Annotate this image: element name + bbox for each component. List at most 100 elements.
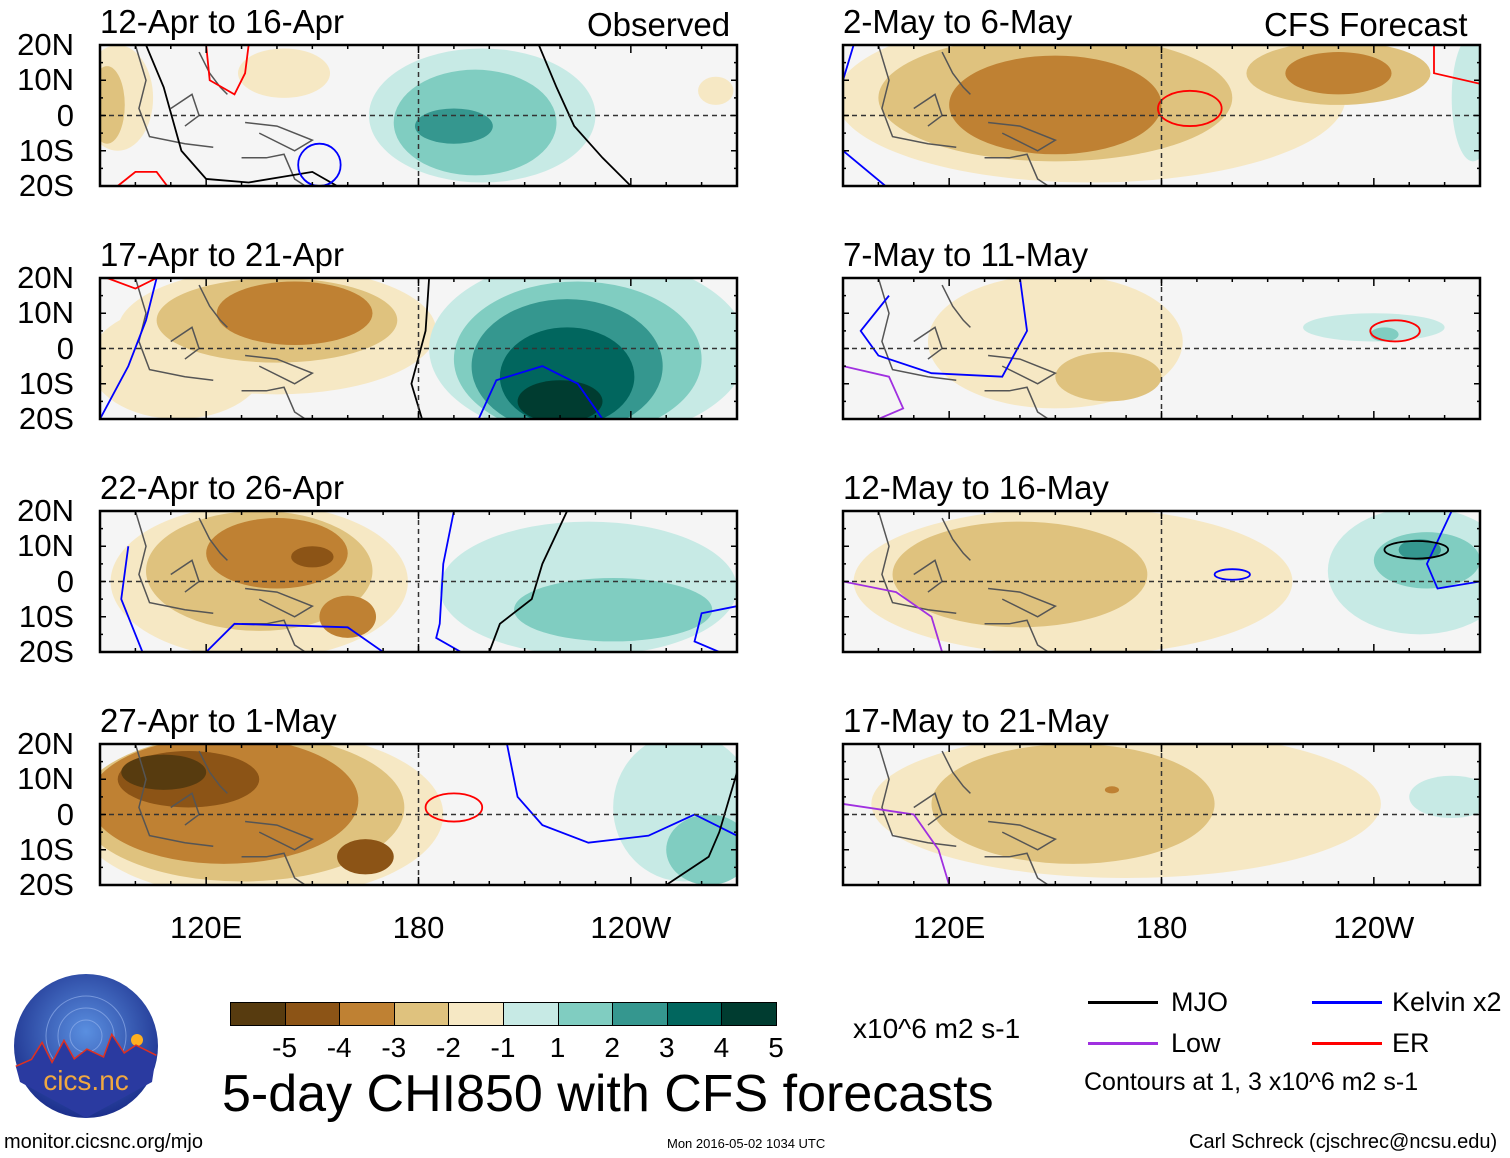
- panel-frame: [98, 43, 739, 188]
- legend-mjo: MJO: [1171, 987, 1228, 1017]
- colorbar-label: 2: [604, 1032, 620, 1063]
- kelvin-contour: [435, 511, 462, 652]
- y-tick-label: 20N: [17, 260, 74, 295]
- coastline: [877, 278, 957, 381]
- map-panel: [841, 509, 1482, 654]
- coastline: [941, 517, 971, 561]
- coastline: [984, 619, 1049, 652]
- source-url[interactable]: monitor.cicsnc.org/mjo: [4, 1131, 203, 1153]
- coastline: [984, 153, 1049, 186]
- kelvin-contour: [1213, 568, 1251, 581]
- legend-low: Low: [1171, 1028, 1221, 1058]
- panel-title: 17-Apr to 21-Apr: [100, 236, 344, 273]
- panel-frame: [841, 43, 1482, 188]
- coastline: [913, 792, 943, 826]
- chi-anomaly-region: [1285, 52, 1392, 95]
- colorbar-label: 4: [713, 1032, 730, 1063]
- legend-mjo-line: [1088, 1001, 1158, 1004]
- chi-anomaly-region: [1303, 313, 1445, 342]
- y-tick-label: 10S: [18, 598, 74, 634]
- panel-frame: [841, 742, 1482, 887]
- y-tick-label: 0: [56, 97, 74, 133]
- chi-anomaly-region: [931, 744, 1215, 864]
- y-tick-label: 10S: [18, 365, 74, 401]
- panel-frame: [98, 276, 739, 421]
- panel-frame: [841, 509, 1482, 654]
- coastline: [941, 750, 971, 794]
- coastline: [941, 51, 971, 95]
- panel-title: 22-Apr to 26-Apr: [100, 469, 344, 506]
- map-panel: [98, 509, 739, 654]
- y-tick-label: 20N: [17, 726, 74, 761]
- chi-anomaly-region: [121, 754, 207, 790]
- colorbar-swatch: [230, 1002, 286, 1026]
- map-panel: [98, 43, 739, 188]
- kelvin-contour: [693, 605, 737, 652]
- coastline: [170, 93, 200, 127]
- coastline: [170, 559, 200, 593]
- colorbar-swatch: [448, 1002, 504, 1026]
- colorbar-label: 5: [768, 1032, 784, 1063]
- colorbar-swatch: [612, 1002, 668, 1026]
- chi-anomaly-region: [1451, 45, 1480, 162]
- kelvin-contour: [205, 622, 384, 652]
- legend-er: ER: [1392, 1028, 1430, 1058]
- y-tick-label: 10N: [17, 528, 74, 564]
- y-tick-label: 20S: [18, 401, 74, 436]
- figure-title: 5-day CHI850 with CFS forecasts: [222, 1065, 994, 1123]
- colorbar-units: x10^6 m2 s-1: [853, 1013, 1021, 1044]
- colorbar-label: -1: [490, 1032, 516, 1063]
- kelvin-contour: [843, 45, 855, 81]
- coastline: [245, 121, 315, 152]
- colorbar-swatch: [339, 1002, 395, 1026]
- colorbar-label: -2: [435, 1032, 461, 1063]
- coastline: [198, 750, 228, 794]
- coastline: [877, 45, 957, 148]
- legend-low-line: [1088, 1042, 1158, 1045]
- chi-anomaly-region: [216, 281, 373, 345]
- colorbar-label: -5: [272, 1032, 298, 1063]
- coastline: [984, 852, 1049, 885]
- chi-anomaly-region: [666, 814, 737, 885]
- panel-title: 12-May to 16-May: [843, 469, 1109, 506]
- coastline: [877, 744, 957, 847]
- low-contour: [843, 580, 943, 652]
- er-contour: [1369, 319, 1421, 343]
- kelvin-contour: [120, 546, 144, 652]
- colorbar-swatch: [284, 1002, 341, 1026]
- y-tick-label: 10S: [18, 132, 74, 168]
- kelvin-contour: [1425, 511, 1480, 590]
- colorbar-label: -3: [381, 1032, 407, 1063]
- y-tick-label: 10N: [17, 62, 74, 98]
- coastline: [134, 744, 214, 847]
- low-contour: [843, 803, 951, 885]
- x-tick-label: 120E: [912, 910, 986, 945]
- chi-anomaly-region: [238, 48, 331, 98]
- panel-title: 17-May to 21-May: [843, 702, 1109, 739]
- coastline: [988, 121, 1058, 152]
- y-tick-label: 0: [56, 796, 74, 832]
- colorbar-swatch: [666, 1002, 723, 1026]
- mjo-contour: [665, 771, 737, 885]
- er-contour: [106, 278, 158, 290]
- er-contour: [117, 171, 168, 186]
- er-contour: [1433, 45, 1480, 85]
- y-tick-label: 20N: [17, 27, 74, 62]
- chi-anomaly-region: [414, 108, 493, 144]
- legend-er-line: [1312, 1042, 1382, 1045]
- kelvin-contour: [100, 278, 158, 419]
- coastline: [988, 354, 1058, 385]
- low-contour: [843, 365, 905, 419]
- mjo-contour: [537, 45, 632, 186]
- kelvin-contour: [843, 150, 887, 186]
- panel-frame: [98, 509, 739, 654]
- mjo-contour: [410, 278, 431, 419]
- chi-anomaly-region: [206, 518, 348, 589]
- mjo-contour: [1383, 540, 1450, 560]
- map-panel: [841, 43, 1482, 188]
- coastline: [134, 45, 214, 148]
- coastline: [134, 511, 214, 614]
- y-tick-label: 0: [56, 330, 74, 366]
- er-contour: [205, 45, 250, 96]
- chi-anomaly-region: [698, 76, 734, 105]
